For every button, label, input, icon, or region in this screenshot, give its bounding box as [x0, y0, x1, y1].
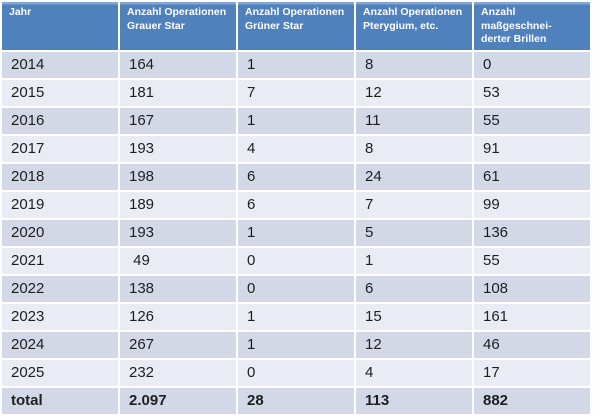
year-cell: 2021 [2, 247, 118, 274]
column-header-pterygium: Anzahl Operationen Pterygium, etc. [356, 2, 472, 50]
table-row-2023: 2023 126 1 15 161 [2, 303, 590, 330]
year-cell: 2014 [2, 51, 118, 78]
value-cell: 1 [238, 303, 354, 330]
value-cell: 6 [238, 191, 354, 218]
table-row-2024: 2024 267 1 12 46 [2, 331, 590, 358]
value-cell: 181 [120, 79, 236, 106]
table-row-2016: 2016 167 1 11 55 [2, 107, 590, 134]
value-cell: 11 [356, 107, 472, 134]
value-cell: 99 [474, 191, 590, 218]
total-value-cell: 882 [474, 387, 590, 414]
header-row: Jahr Anzahl Operationen Grauer Star Anza… [2, 2, 590, 50]
value-cell: 1 [238, 219, 354, 246]
value-cell: 12 [356, 331, 472, 358]
value-cell: 136 [474, 219, 590, 246]
column-header-jahr: Jahr [2, 2, 118, 50]
total-value-cell: 2.097 [120, 387, 236, 414]
value-cell: 17 [474, 359, 590, 386]
value-cell: 46 [474, 331, 590, 358]
table-row-2015: 2015 181 7 12 53 [2, 79, 590, 106]
value-cell: 167 [120, 107, 236, 134]
table-row-2018: 2018 198 6 24 61 [2, 163, 590, 190]
value-cell: 108 [474, 275, 590, 302]
value-cell: 193 [120, 135, 236, 162]
table-row-total: total 2.097 28 113 882 [2, 387, 590, 414]
value-cell: 15 [356, 303, 472, 330]
total-value-cell: 113 [356, 387, 472, 414]
value-cell: 164 [120, 51, 236, 78]
value-cell: 138 [120, 275, 236, 302]
value-cell: 1 [238, 331, 354, 358]
value-cell: 6 [238, 163, 354, 190]
value-cell: 189 [120, 191, 236, 218]
year-cell: 2024 [2, 331, 118, 358]
value-cell: 126 [120, 303, 236, 330]
value-cell: 5 [356, 219, 472, 246]
column-header-grauer-star: Anzahl Operationen Grauer Star [120, 2, 236, 50]
value-cell: 1 [238, 51, 354, 78]
value-cell: 0 [238, 247, 354, 274]
value-cell: 4 [238, 135, 354, 162]
value-cell: 4 [356, 359, 472, 386]
value-cell: 53 [474, 79, 590, 106]
value-cell: 12 [356, 79, 472, 106]
value-cell: 267 [120, 331, 236, 358]
value-cell: 55 [474, 247, 590, 274]
value-cell: 0 [474, 51, 590, 78]
table-row-2021: 2021 49 0 1 55 [2, 247, 590, 274]
year-cell: 2025 [2, 359, 118, 386]
value-cell: 91 [474, 135, 590, 162]
value-cell: 24 [356, 163, 472, 190]
value-cell: 8 [356, 51, 472, 78]
year-cell: 2017 [2, 135, 118, 162]
value-cell: 7 [238, 79, 354, 106]
table-row-2022: 2022 138 0 6 108 [2, 275, 590, 302]
value-cell: 61 [474, 163, 590, 190]
year-cell: 2015 [2, 79, 118, 106]
value-cell: 161 [474, 303, 590, 330]
year-cell: 2022 [2, 275, 118, 302]
value-cell: 0 [238, 275, 354, 302]
value-cell: 6 [356, 275, 472, 302]
value-cell: 7 [356, 191, 472, 218]
year-cell: 2023 [2, 303, 118, 330]
value-cell: 55 [474, 107, 590, 134]
value-cell: 232 [120, 359, 236, 386]
year-cell: 2019 [2, 191, 118, 218]
value-cell: 1 [238, 107, 354, 134]
column-header-brillen: Anzahl maßgeschnei- derter Brillen [474, 2, 590, 50]
table-row-2019: 2019 189 6 7 99 [2, 191, 590, 218]
column-header-gruener-star: Anzahl Operationen Grüner Star [238, 2, 354, 50]
table-row-2020: 2020 193 1 5 136 [2, 219, 590, 246]
total-value-cell: 28 [238, 387, 354, 414]
value-cell: 1 [356, 247, 472, 274]
year-cell: 2020 [2, 219, 118, 246]
value-cell: 198 [120, 163, 236, 190]
value-cell: 0 [238, 359, 354, 386]
table-row-2017: 2017 193 4 8 91 [2, 135, 590, 162]
value-cell: 49 [120, 247, 236, 274]
year-cell: 2016 [2, 107, 118, 134]
table-row-2014: 2014 164 1 8 0 [2, 51, 590, 78]
table-row-2025: 2025 232 0 4 17 [2, 359, 590, 386]
value-cell: 193 [120, 219, 236, 246]
year-cell: 2018 [2, 163, 118, 190]
value-cell: 8 [356, 135, 472, 162]
total-label-cell: total [2, 387, 118, 414]
